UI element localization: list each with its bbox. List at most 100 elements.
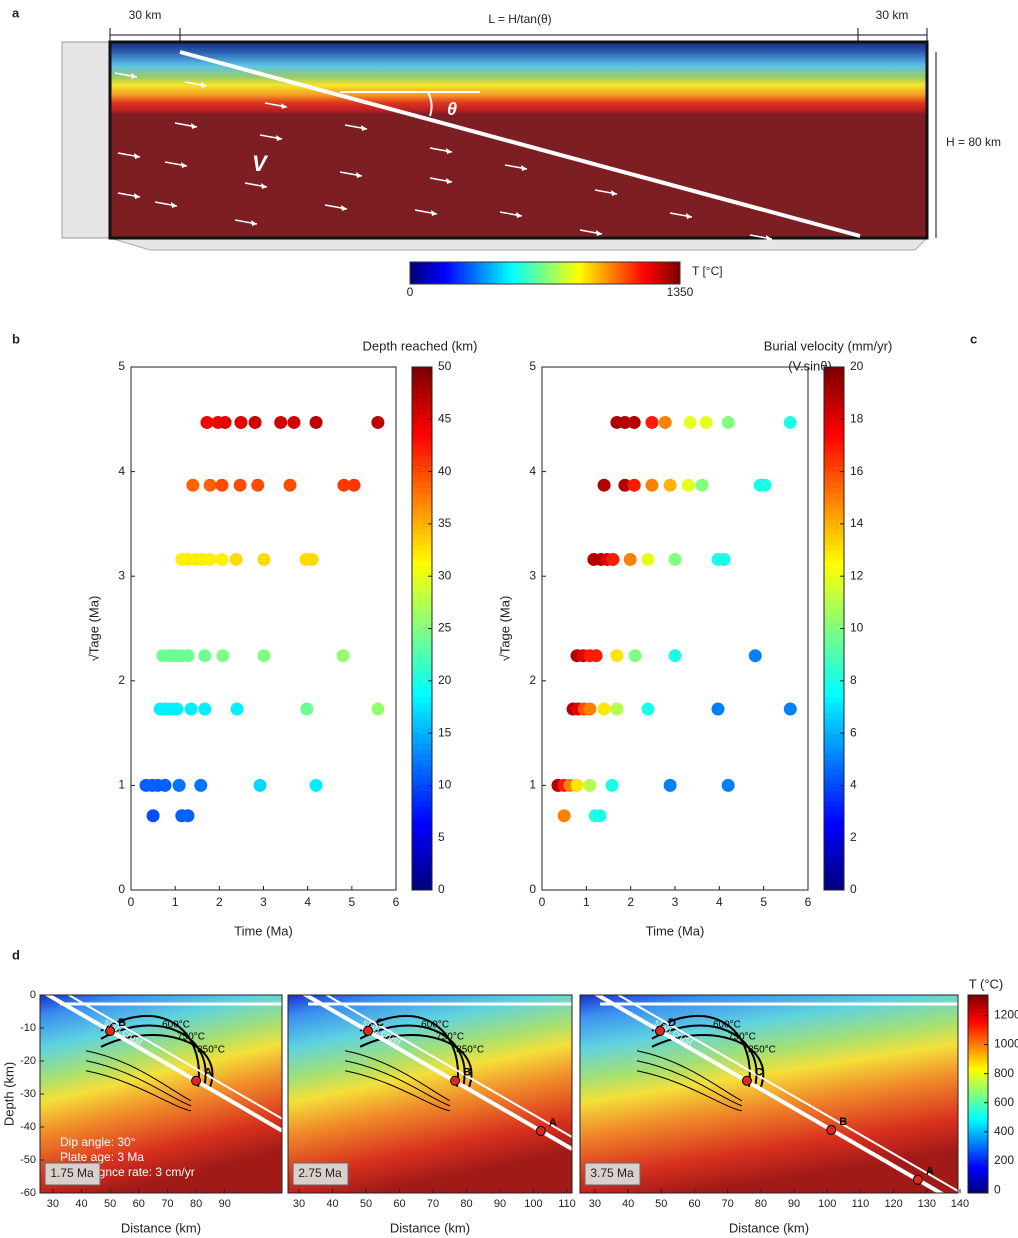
dim-label: H = 80 km — [946, 135, 1001, 149]
colorbar-cell — [527, 262, 531, 284]
colorbar-cell — [412, 455, 432, 462]
colorbar-tick-label: 10 — [850, 621, 864, 635]
colorbar-cell — [824, 497, 844, 504]
colorbar-cell — [412, 414, 432, 420]
colorbar-cell — [412, 367, 432, 373]
point-label: A — [549, 1117, 557, 1129]
point-marker — [912, 1174, 923, 1185]
annotation: Plate age: 3 Ma — [60, 1150, 144, 1164]
data-point — [287, 415, 301, 429]
colorbar-cell — [461, 262, 465, 284]
colorbar-tick-label: 200 — [994, 1153, 1014, 1167]
colorbar-cell — [968, 1151, 988, 1154]
x-tick-label: 100 — [818, 1198, 836, 1210]
colorbar-cell — [412, 848, 432, 854]
colorbar-cell — [617, 262, 621, 284]
colorbar-cell — [968, 1060, 988, 1063]
colorbar-cell — [824, 733, 844, 739]
colorbar-cell — [412, 372, 432, 378]
colorbar-cell — [412, 597, 432, 603]
colorbar-cell — [524, 262, 528, 284]
arrow-head — [521, 165, 527, 171]
colorbar-cell — [824, 382, 844, 389]
colorbar-cell — [824, 387, 844, 394]
colorbar-cell — [412, 424, 432, 431]
colorbar-cell — [824, 419, 844, 426]
plot-frame — [287, 994, 573, 1194]
colorbar-cell — [412, 450, 432, 457]
colorbar-cell — [647, 262, 651, 284]
point-marker — [105, 1025, 116, 1036]
x-tick-label: 50 — [104, 1198, 116, 1210]
colorbar-tick-label: 14 — [850, 516, 864, 530]
colorbar-cell — [824, 434, 844, 441]
arrow-head — [766, 235, 772, 241]
colorbar-cell — [488, 262, 492, 284]
colorbar-cell — [968, 1129, 988, 1133]
colorbar-cell — [824, 476, 844, 483]
colorbar-cell — [824, 696, 844, 703]
colorbar-cell — [590, 262, 594, 284]
colorbar-cell — [968, 1095, 988, 1099]
colorbar-cell — [968, 1072, 988, 1075]
colorbar-tick-label: 20 — [850, 359, 864, 373]
colorbar-tick-label: 12 — [850, 568, 864, 582]
data-point — [721, 415, 735, 429]
colorbar-cell — [968, 1107, 988, 1111]
colorbar-cell — [563, 262, 567, 284]
colorbar-cell — [440, 262, 444, 284]
colorbar-cell — [412, 884, 432, 891]
colorbar-cell — [412, 785, 432, 792]
colorbar-cell — [824, 822, 844, 828]
colorbar-frame — [409, 261, 681, 285]
data-point — [200, 415, 214, 429]
angle-arc — [427, 91, 433, 117]
y-axis-label: Depth (km) — [1, 1062, 16, 1126]
colorbar-cell — [824, 743, 844, 750]
data-point — [610, 649, 624, 663]
colorbar-cell — [569, 262, 573, 284]
x-axis-label: Time (Ma) — [234, 923, 293, 938]
colorbar-cell — [412, 565, 432, 572]
data-point — [748, 649, 762, 663]
colorbar-cell — [824, 659, 844, 666]
point-marker — [741, 1075, 752, 1086]
data-point — [557, 809, 571, 823]
colorbar-cell — [824, 445, 844, 452]
point-label: B — [463, 1067, 471, 1079]
data-point — [683, 415, 697, 429]
colorbar-cell — [968, 1121, 988, 1125]
x-tick-label: 100 — [524, 1198, 542, 1210]
colorbar-cell — [412, 576, 432, 582]
colorbar-cell — [968, 1187, 988, 1190]
colorbar-cell — [968, 1119, 988, 1123]
colorbar-cell — [412, 712, 432, 718]
colorbar-cell — [412, 607, 432, 614]
colorbar-cell — [452, 262, 456, 284]
arrow-head — [171, 202, 177, 208]
colorbar-cell — [824, 869, 844, 875]
colorbar-cell — [968, 1127, 988, 1131]
data-point — [218, 415, 232, 429]
colorbar-cell — [412, 832, 432, 839]
point-label: B — [118, 1017, 126, 1029]
colorbar-cell — [412, 780, 432, 786]
data-point — [597, 702, 611, 716]
contour-label: 850°C — [197, 1044, 225, 1055]
data-point — [170, 702, 184, 716]
colorbar-cell — [422, 262, 426, 284]
colorbar-cell — [412, 680, 432, 687]
x-axis-label: Time (Ma) — [646, 923, 705, 938]
colorbar-cell — [412, 633, 432, 640]
contour — [85, 1050, 192, 1102]
colorbar-cell — [968, 1018, 988, 1022]
colorbar-cell — [824, 848, 844, 854]
colorbar-cell — [412, 764, 432, 771]
colorbar-tick-label: 600 — [994, 1095, 1014, 1109]
arrow-head — [446, 148, 452, 154]
y-tick-label: -50 — [20, 1154, 36, 1166]
contour — [345, 1060, 451, 1107]
colorbar-cell — [412, 398, 432, 405]
colorbar-cell — [824, 581, 844, 588]
